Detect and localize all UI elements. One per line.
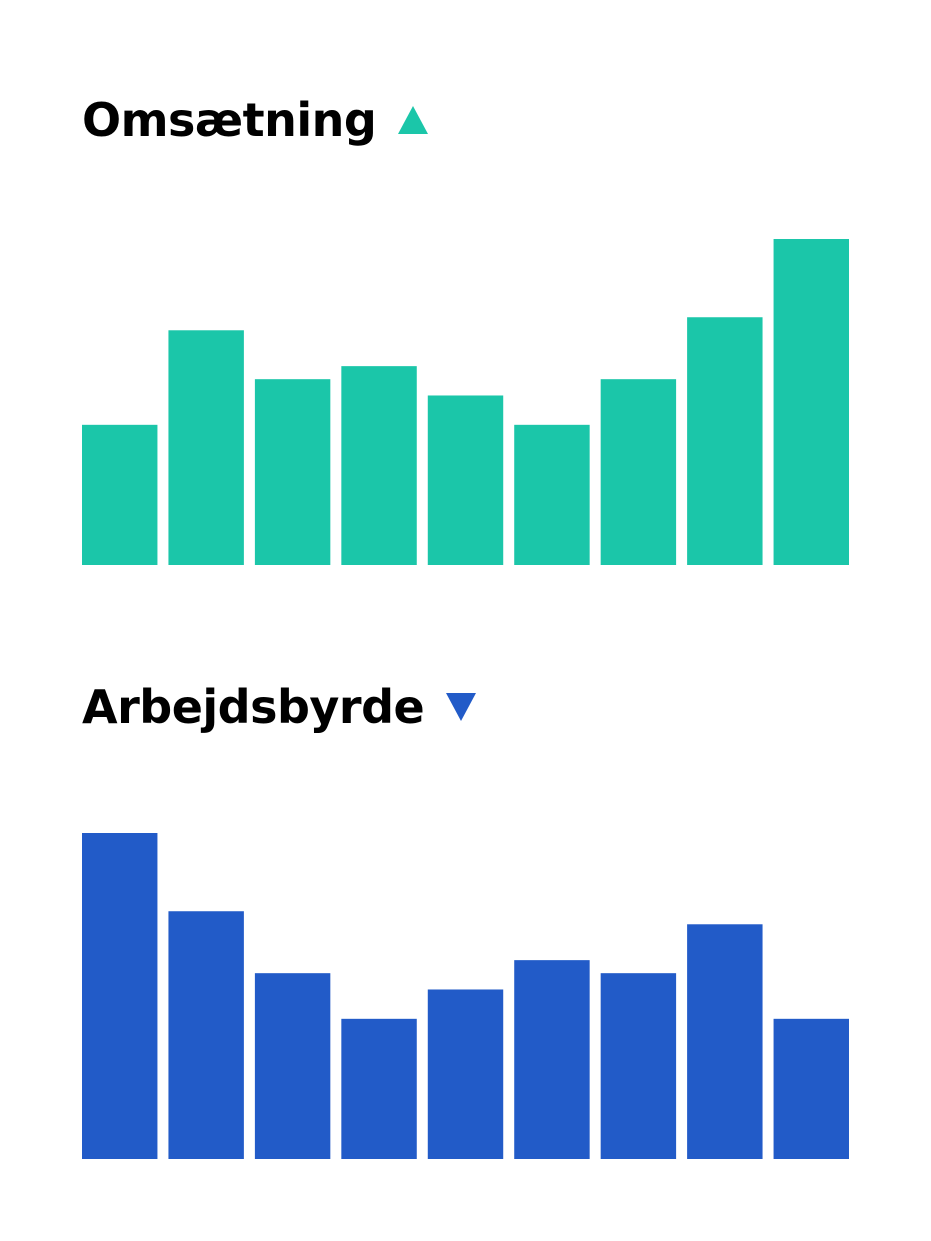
triangle-down-icon	[446, 693, 477, 721]
revenue-bar-4	[341, 366, 417, 565]
revenue-bar-6	[514, 424, 590, 565]
revenue-bars-svg	[82, 239, 849, 565]
revenue-bar-3	[254, 379, 331, 565]
workload-bars-svg	[82, 833, 849, 1159]
workload-chart-panel: Arbejdsbyrde	[82, 679, 849, 1159]
revenue-bar-plot	[82, 239, 849, 565]
revenue-title-row: Omsætning	[82, 92, 849, 148]
revenue-chart-title: Omsætning	[82, 93, 377, 147]
workload-bar-4	[341, 1018, 417, 1159]
revenue-bar-1	[82, 424, 158, 565]
workload-bar-2	[168, 911, 244, 1159]
revenue-bar-2	[168, 330, 244, 565]
workload-bar-9	[773, 1018, 849, 1159]
workload-bar-7	[600, 973, 677, 1159]
workload-bar-plot	[82, 833, 849, 1159]
trend-up-shape	[398, 106, 429, 134]
workload-bar-6	[514, 960, 590, 1159]
workload-bar-3	[254, 973, 331, 1159]
workload-bar-5	[427, 989, 504, 1159]
trend-down-shape	[446, 693, 477, 721]
workload-title-row: Arbejdsbyrde	[82, 679, 849, 735]
workload-bar-1	[82, 833, 158, 1159]
revenue-bar-7	[600, 379, 677, 565]
workload-chart-title: Arbejdsbyrde	[82, 680, 425, 734]
revenue-chart-panel: Omsætning	[82, 92, 849, 565]
triangle-up-icon	[398, 106, 429, 134]
workload-bar-8	[687, 924, 763, 1159]
revenue-bar-5	[427, 395, 504, 565]
revenue-bar-8	[687, 317, 763, 565]
revenue-bar-9	[773, 239, 849, 565]
